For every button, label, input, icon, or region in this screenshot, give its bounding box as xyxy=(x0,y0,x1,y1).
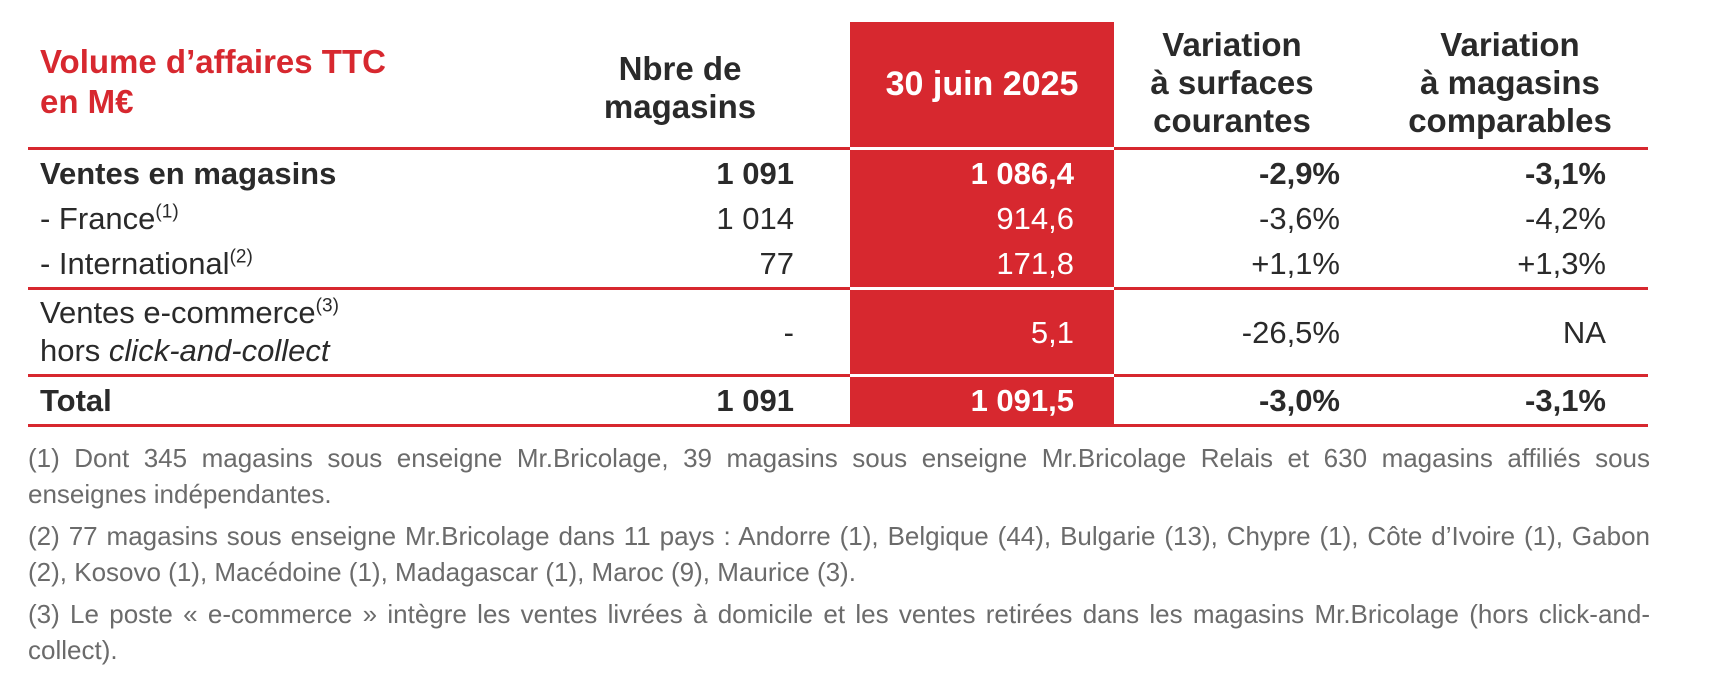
header-nbre-line1: Nbre de xyxy=(618,50,742,87)
row-value: 5,1 xyxy=(1030,315,1074,350)
footnote-ref: (3) xyxy=(315,295,339,317)
header-var2-line1: Variation xyxy=(1440,26,1580,63)
row-var-courantes: -3,0% xyxy=(1259,383,1340,418)
table-bottom-border xyxy=(28,424,1648,427)
row-divider-gap xyxy=(850,374,1114,377)
row-nbre: - xyxy=(783,315,794,350)
header-var2-line3: comparables xyxy=(1408,102,1612,139)
table-title-line2: en M€ xyxy=(40,83,134,120)
row-nbre: 1 014 xyxy=(716,201,794,236)
row-value: 1 091,5 xyxy=(970,383,1074,418)
row-label: Ventes en magasins xyxy=(40,156,337,191)
header-nbre-magasins: Nbre de magasins xyxy=(560,50,800,126)
date-column-highlight xyxy=(850,22,1114,426)
row-var-courantes: +1,1% xyxy=(1251,246,1340,281)
footnote: (1) Dont 345 magasins sous enseigne Mr.B… xyxy=(28,443,1650,509)
header-divider xyxy=(28,147,1648,150)
header-divider-gap xyxy=(850,147,1114,150)
row-var-comparables: -3,1% xyxy=(1525,156,1606,191)
row-var-comparables: NA xyxy=(1562,315,1606,350)
row-value: 171,8 xyxy=(996,246,1074,281)
row-label: Total xyxy=(40,383,112,418)
footnote: (3) Le poste « e-commerce » intègre les … xyxy=(28,599,1650,665)
row-divider xyxy=(28,287,1648,290)
header-date: 30 juin 2025 xyxy=(885,65,1079,103)
row-var-courantes: -3,6% xyxy=(1259,201,1340,236)
row-var-courantes: -26,5% xyxy=(1241,315,1340,350)
header-variation-surfaces-courantes: Variation à surfaces courantes xyxy=(1112,26,1352,140)
header-nbre-line2: magasins xyxy=(603,88,757,125)
footnote-ref: (2) xyxy=(229,246,253,268)
header-variation-magasins-comparables: Variation à magasins comparables xyxy=(1380,26,1640,140)
table-title-line1: Volume d’affaires TTC xyxy=(40,43,386,80)
row-var-courantes: -2,9% xyxy=(1259,156,1340,191)
header-var2-line2: à magasins xyxy=(1420,64,1600,101)
row-divider xyxy=(28,374,1648,377)
row-value: 1 086,4 xyxy=(970,156,1074,191)
row-var-comparables: -3,1% xyxy=(1525,383,1606,418)
row-var-comparables: -4,2% xyxy=(1525,201,1606,236)
row-value: 914,6 xyxy=(996,201,1074,236)
row-label: Ventes e-commerce(3) hors click-and-coll… xyxy=(40,295,339,368)
row-nbre: 1 091 xyxy=(716,383,794,418)
row-divider-gap xyxy=(850,287,1114,290)
footnotes: (1) Dont 345 magasins sous enseigne Mr.B… xyxy=(28,440,1650,674)
table-title: Volume d’affaires TTC en M€ xyxy=(40,42,560,122)
header-var1-line3: courantes xyxy=(1153,102,1311,139)
row-label: - France(1) xyxy=(40,201,179,236)
row-nbre: 1 091 xyxy=(716,156,794,191)
row-var-comparables: +1,3% xyxy=(1517,246,1606,281)
footnote-ref: (1) xyxy=(155,201,179,223)
row-nbre: 77 xyxy=(759,246,794,281)
row-label: - International(2) xyxy=(40,246,253,281)
header-var1-line2: à surfaces xyxy=(1150,64,1314,101)
footnote: (2) 77 magasins sous enseigne Mr.Bricola… xyxy=(28,521,1650,587)
header-var1-line1: Variation xyxy=(1162,26,1302,63)
